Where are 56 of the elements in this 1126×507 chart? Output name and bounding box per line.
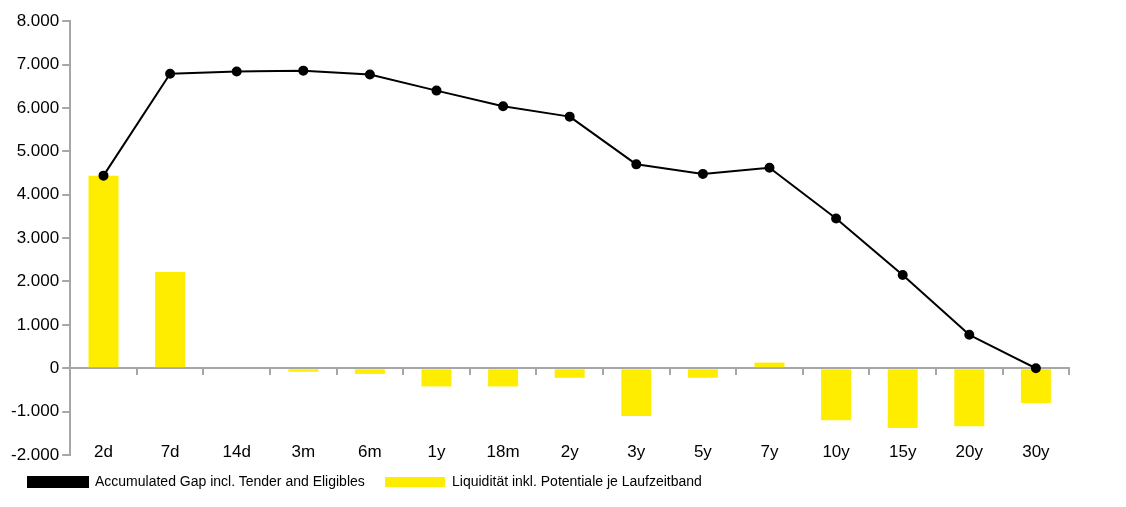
bar	[155, 271, 186, 368]
point	[98, 170, 109, 181]
point	[498, 101, 509, 112]
point	[231, 66, 242, 77]
bar	[488, 369, 519, 387]
y-tick-label: 0	[49, 357, 60, 377]
x-tick-label: 2d	[94, 442, 113, 462]
x-tick-label: 7d	[160, 442, 180, 462]
point	[1030, 363, 1041, 374]
point	[298, 65, 309, 76]
bar	[288, 369, 319, 372]
x-tick-label: 20y	[955, 442, 984, 462]
x-tick-label: 2y	[560, 442, 580, 462]
point	[831, 213, 842, 224]
point	[631, 159, 642, 170]
y-tick-label: 1.000	[16, 314, 60, 334]
y-tick-label: 4.000	[16, 184, 60, 204]
point	[964, 329, 975, 340]
y-tick-label: 2.000	[16, 271, 60, 291]
bar	[1020, 369, 1051, 403]
bar	[554, 369, 585, 378]
y-tick-label: 5.000	[16, 141, 60, 161]
point	[165, 68, 176, 79]
bar	[88, 175, 119, 368]
y-tick-label: 7.000	[16, 54, 60, 74]
x-tick-label: 1y	[427, 442, 446, 462]
x-tick-label: 5y	[693, 442, 713, 462]
x-tick-label: 6m	[358, 442, 382, 462]
bar	[821, 369, 852, 421]
y-tick-label: 6.000	[16, 97, 60, 117]
point	[431, 85, 442, 96]
point	[697, 168, 708, 179]
y-tick-label: 8.000	[16, 10, 60, 30]
x-tick-label: 14d	[222, 442, 251, 462]
bar	[354, 369, 385, 374]
x-tick-label: 10y	[822, 442, 851, 462]
x-tick-label: 18m	[486, 442, 520, 462]
x-tick-label: 15y	[888, 442, 917, 462]
y-tick-label: -1.000	[11, 401, 60, 421]
x-tick-label: 3y	[627, 442, 646, 462]
y-tick-label: -2.000	[11, 444, 60, 464]
legend-label: Liquidität inkl. Potentiale je Laufzeitband	[452, 472, 702, 489]
bar	[421, 369, 452, 387]
x-tick-label: 30y	[1022, 442, 1051, 462]
bar	[887, 369, 918, 429]
point	[764, 162, 775, 173]
legend-label: Accumulated Gap incl. Tender and Eligibles	[95, 472, 365, 489]
y-tick-label: 3.000	[16, 227, 60, 247]
point	[564, 111, 575, 122]
point	[897, 269, 908, 280]
bar	[954, 369, 985, 427]
bar	[621, 369, 652, 416]
bar	[687, 369, 718, 378]
point	[364, 69, 375, 80]
x-tick-label: 7y	[760, 442, 779, 462]
x-tick-label: 3m	[291, 442, 316, 462]
